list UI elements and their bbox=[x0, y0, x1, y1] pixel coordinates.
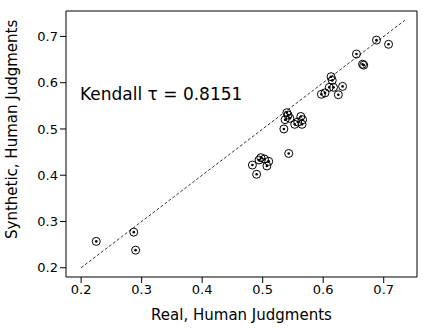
svg-text:0.5: 0.5 bbox=[37, 122, 58, 137]
html-text:Kendall τ = 0.8151: Kendall τ = 0.8151 bbox=[80, 84, 243, 104]
svg-text:0.4: 0.4 bbox=[37, 168, 58, 183]
svg-text:0.3: 0.3 bbox=[131, 282, 152, 297]
svg-text:0.7: 0.7 bbox=[373, 282, 394, 297]
svg-text:0.3: 0.3 bbox=[37, 214, 58, 229]
svg-text:0.7: 0.7 bbox=[37, 29, 58, 44]
svg-text:0.2: 0.2 bbox=[71, 282, 92, 297]
svg-text:Synthetic, Human Judgments: Synthetic, Human Judgments bbox=[8, 20, 21, 239]
svg-text:0.6: 0.6 bbox=[313, 282, 334, 297]
svg-text:Real, Human Judgments: Real, Human Judgments bbox=[151, 306, 332, 324]
svg-text:0.4: 0.4 bbox=[192, 282, 213, 297]
svg-text:0.2: 0.2 bbox=[37, 260, 58, 275]
svg-text:0.6: 0.6 bbox=[37, 75, 58, 90]
svg-text:0.5: 0.5 bbox=[252, 282, 273, 297]
